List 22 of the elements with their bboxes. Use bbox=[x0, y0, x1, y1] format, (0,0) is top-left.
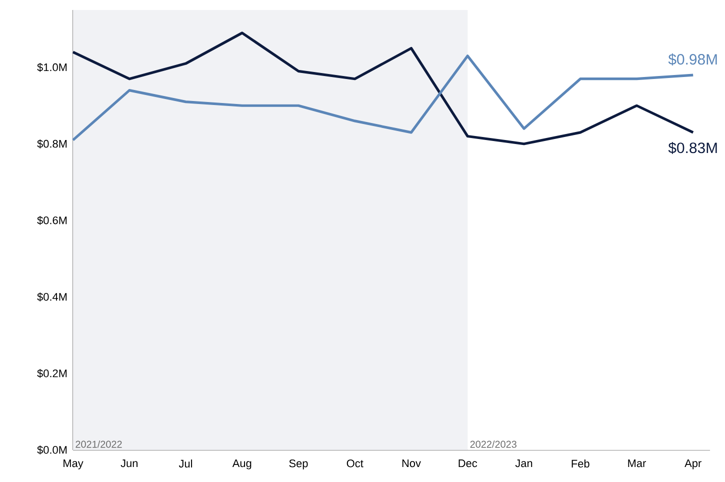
x-tick-label: Mar bbox=[628, 460, 646, 468]
x-tick-label: Dec bbox=[458, 460, 478, 468]
x-tick-label: Jul bbox=[178, 460, 192, 468]
y-tick-label: $0.4M bbox=[37, 292, 67, 302]
x-tick-label: Sep bbox=[289, 460, 308, 470]
x-tick-label: Aug bbox=[232, 460, 252, 470]
y-tick-label: $0.0M bbox=[37, 446, 67, 454]
x-tick-label: May bbox=[64, 460, 84, 470]
y-tick-label: $0.6M bbox=[37, 216, 67, 225]
band-label: 2022/2023 bbox=[470, 440, 516, 448]
x-tick-label: Jan bbox=[515, 460, 532, 468]
y-tick-label: $0.2M bbox=[37, 369, 67, 378]
annotation: $0.98M bbox=[668, 53, 717, 66]
x-tick-label: Apr bbox=[684, 460, 702, 470]
y-tick-label: $0.8M bbox=[37, 139, 67, 148]
y-tick-label: $1.0M bbox=[37, 62, 67, 72]
x-tick-label: Oct bbox=[346, 460, 364, 468]
x-tick-label: Nov bbox=[402, 460, 421, 468]
annotation: $0.83M bbox=[668, 142, 717, 154]
band-label: 2021/2022 bbox=[76, 440, 122, 448]
x-tick-label: Jun bbox=[120, 460, 138, 468]
x-tick-label: Feb bbox=[572, 460, 590, 468]
